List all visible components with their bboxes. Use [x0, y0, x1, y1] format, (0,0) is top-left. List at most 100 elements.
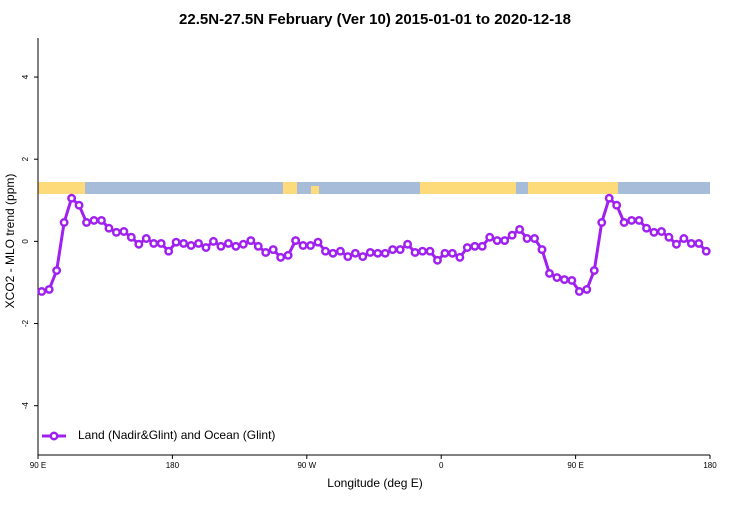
- data-point: [545, 268, 554, 278]
- y-axis-label: XCO2 - MLO trend (ppm): [3, 174, 17, 309]
- data-point: [604, 193, 614, 203]
- data-point: [141, 234, 151, 243]
- data-point: [418, 246, 427, 256]
- data-point: [433, 255, 442, 265]
- data-point: [440, 248, 450, 258]
- x-tick-label: 0: [439, 461, 444, 470]
- data-point: [679, 234, 689, 243]
- data-point: [52, 266, 62, 275]
- x-tick-label: 180: [166, 461, 180, 470]
- data-point: [134, 239, 144, 249]
- data-point: [388, 245, 398, 255]
- data-point: [447, 248, 457, 258]
- data-point: [149, 238, 159, 248]
- data-point: [627, 215, 637, 225]
- data-point: [246, 236, 256, 245]
- data-point: [321, 246, 330, 256]
- data-point: [335, 246, 345, 256]
- data-point: [574, 287, 584, 296]
- y-tick-label: -2: [21, 319, 30, 327]
- data-point: [216, 241, 226, 251]
- data-point: [156, 238, 166, 248]
- data-point: [283, 250, 293, 260]
- data-point: [194, 238, 203, 248]
- data-point: [410, 248, 420, 257]
- data-point: [694, 238, 704, 248]
- data-point: [537, 245, 547, 255]
- data-point: [306, 241, 315, 250]
- data-point: [552, 273, 562, 282]
- data-point: [253, 241, 263, 251]
- data-point: [44, 284, 54, 294]
- data-point: [395, 245, 405, 255]
- data-point: [37, 287, 47, 296]
- data-point: [238, 239, 248, 249]
- data-point: [328, 248, 338, 258]
- data-point: [686, 238, 696, 248]
- data-point: [313, 237, 323, 247]
- legend-marker: [49, 431, 59, 441]
- data-point: [126, 232, 136, 242]
- data-point: [209, 236, 218, 246]
- data-point: [261, 248, 271, 257]
- data-point: [462, 243, 472, 252]
- data-point: [298, 241, 308, 250]
- data-point: [59, 218, 69, 227]
- data-point: [619, 218, 629, 227]
- x-tick-label: 180: [703, 461, 717, 470]
- y-tick-label: -4: [21, 402, 30, 410]
- data-point: [657, 227, 666, 236]
- data-point: [268, 245, 278, 255]
- data-point: [470, 241, 480, 251]
- data-point: [559, 275, 569, 285]
- data-point: [425, 246, 435, 256]
- data-point: [201, 243, 211, 252]
- data-point: [485, 232, 495, 242]
- y-tick-label: 0: [21, 239, 30, 244]
- data-point: [522, 234, 532, 243]
- data-point: [97, 215, 106, 225]
- x-tick-label: 90 E: [30, 461, 46, 470]
- data-point: [186, 241, 196, 250]
- data-point: [582, 284, 592, 294]
- data-point: [455, 252, 465, 262]
- data-point: [231, 241, 241, 251]
- x-tick-label: 90 W: [297, 461, 316, 470]
- data-point: [343, 252, 353, 262]
- data-point: [515, 225, 525, 234]
- data-point: [111, 227, 121, 237]
- data-point: [276, 252, 286, 262]
- data-point: [477, 241, 487, 251]
- data-point: [380, 248, 390, 258]
- data-point: [291, 236, 301, 245]
- data-point: [171, 237, 181, 247]
- data-point: [350, 248, 360, 258]
- data-point: [104, 223, 114, 233]
- land-ocean-strip: [38, 182, 710, 194]
- data-point: [358, 252, 368, 262]
- data-point: [82, 218, 91, 227]
- data-point: [642, 223, 651, 233]
- data-point: [403, 239, 413, 249]
- data-point: [664, 232, 674, 242]
- data-point: [223, 238, 233, 248]
- y-tick-label: 2: [21, 156, 30, 161]
- data-point: [119, 227, 129, 236]
- data-point: [649, 227, 659, 237]
- data-point: [634, 215, 644, 225]
- data-point: [589, 266, 599, 275]
- data-point: [492, 236, 502, 245]
- data-point: [373, 248, 383, 258]
- data-point: [612, 200, 622, 210]
- data-point: [67, 193, 77, 203]
- data-point: [179, 238, 189, 248]
- data-point: [597, 218, 607, 227]
- chart-title: 22.5N-27.5N February (Ver 10) 2015-01-01…: [179, 11, 571, 28]
- data-point: [500, 236, 510, 245]
- data-point: [701, 246, 711, 256]
- y-tick-label: 4: [21, 74, 30, 79]
- data-point: [507, 230, 517, 240]
- data-point: [365, 248, 375, 257]
- data-point: [89, 215, 99, 225]
